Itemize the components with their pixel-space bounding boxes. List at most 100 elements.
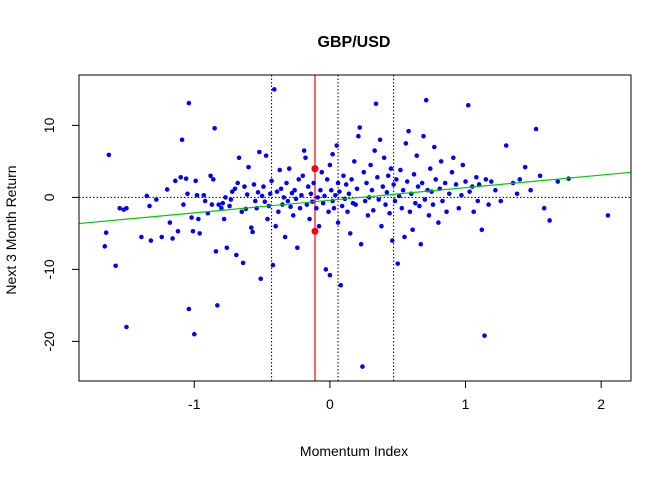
data-point [503,143,509,148]
data-point [398,167,403,173]
data-point [318,187,323,193]
data-point [185,191,190,197]
data-point [194,192,200,198]
data-point [262,199,268,205]
data-point [404,179,410,184]
data-point [364,180,369,186]
data-point [300,173,306,179]
data-point [103,230,109,235]
x-tick-label: 2 [597,396,605,412]
data-point [417,203,422,209]
data-point [270,262,276,268]
data-point [248,225,254,230]
data-point [489,179,494,184]
data-point [474,174,479,180]
data-point [307,216,312,222]
data-point [438,159,444,164]
data-point [209,202,215,207]
data-point [213,249,219,254]
data-point [459,192,464,198]
data-point [124,324,129,330]
x-tick-label: 1 [462,396,470,412]
data-point [328,187,334,193]
data-point [246,164,251,170]
data-point [179,137,185,143]
data-point [296,177,302,182]
data-point [429,189,434,194]
data-point [234,252,239,258]
data-point [414,153,420,158]
data-point [361,169,367,175]
data-point [399,205,405,211]
data-point [371,208,376,213]
data-point [210,177,216,182]
data-point [541,205,547,211]
data-point [365,213,371,218]
data-point [243,206,249,212]
data-point [272,87,277,92]
data-point [215,303,220,308]
data-point [427,166,433,171]
data-point [384,190,390,195]
data-point [451,155,456,161]
data-point [335,180,341,186]
data-point [295,245,300,251]
data-point [415,184,421,189]
data-point [334,143,339,148]
data-point [186,100,192,106]
data-point [555,179,561,184]
data-point [395,261,401,266]
data-point [380,184,386,189]
data-point [476,182,482,187]
data-point [202,198,208,204]
data-point [281,195,287,200]
data-point [389,238,395,243]
data-point [352,159,357,164]
data-point [326,209,331,215]
data-point [265,216,270,222]
data-point [498,198,504,204]
data-point [337,189,342,194]
y-tick-label: 0 [41,193,57,201]
plot-area [78,75,632,381]
data-point [356,133,361,139]
data-point [377,137,383,143]
y-axis-label: Next 3 Month Return [3,165,19,294]
data-point [392,198,398,204]
data-point [284,180,289,186]
data-point [475,198,481,204]
data-point [493,187,498,193]
data-point [486,202,491,207]
data-point [366,195,372,200]
data-point [327,162,333,168]
data-point [285,198,291,204]
data-point [396,193,402,199]
data-point [240,260,246,266]
data-point [335,220,341,225]
data-point [460,162,466,168]
y-tick-label: -20 [41,331,57,351]
data-point [394,177,399,182]
data-point [251,182,257,187]
data-point [308,191,314,197]
data-point [453,182,459,187]
data-point [316,223,322,229]
data-point [175,228,181,234]
data-point [282,234,288,240]
data-point [304,202,310,207]
data-point [343,182,349,187]
data-point [301,148,307,153]
data-point [181,202,186,207]
y-axis: -20 -10 0 10 [41,117,79,352]
data-point [277,167,283,173]
data-point [258,276,264,282]
data-point [193,178,198,184]
data-point [106,152,112,158]
data-point [228,197,234,202]
data-point [273,223,278,229]
data-point [373,101,379,107]
data-point [147,203,152,209]
data-point [423,97,429,103]
data-point [139,234,144,240]
data-point [465,102,471,108]
